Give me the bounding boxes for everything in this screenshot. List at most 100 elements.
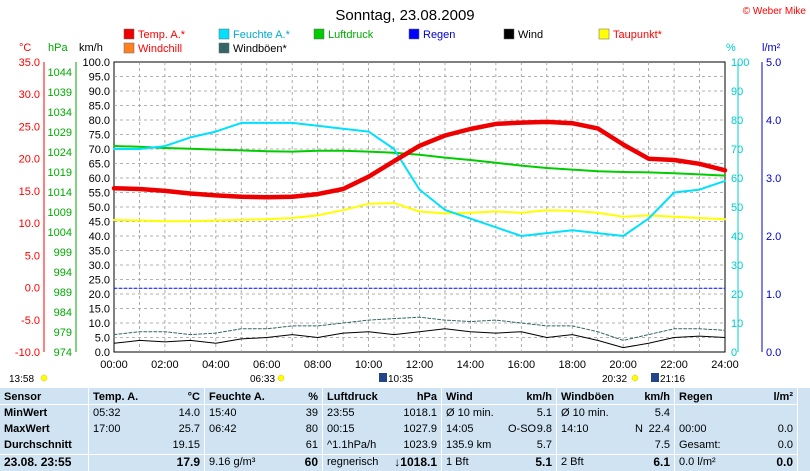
legend-label: Taupunkt*: [613, 29, 663, 41]
sunrise-time: 06:33: [250, 374, 275, 385]
gust-header: Windböen: [561, 391, 615, 403]
moonset-time: 21:16: [660, 374, 685, 385]
pressure-tick-label: 974: [54, 347, 72, 359]
temp-unit-label: °C: [19, 42, 31, 54]
wind-tick-label: 65.0: [89, 159, 110, 171]
gust-max-time: 14:10: [561, 423, 589, 435]
legend-swatch: [598, 28, 610, 40]
grid: [114, 62, 725, 352]
wind-tick-label: 35.0: [89, 246, 110, 258]
wind-tick-label: 15.0: [89, 304, 110, 316]
temp-current: 17.9: [176, 455, 200, 469]
x-tick-label: 10:00: [355, 359, 383, 371]
weather-chart: Sonntag, 23.08.2009 © Weber Mike Temp. A…: [9, 6, 806, 385]
legend-label: Wind: [518, 29, 543, 41]
rain-tick-label: 5.0: [766, 57, 781, 69]
temp-tick-label: 10.0: [19, 218, 40, 230]
pressure-tick-label: 1034: [48, 107, 72, 119]
temp-max: 25.7: [178, 423, 200, 435]
humidity-max: 80: [305, 423, 318, 435]
series-wind: [113, 328, 726, 349]
temp-tick-label: 5.0: [25, 250, 40, 262]
pressure-trend: ^1.1hPa/h: [327, 439, 377, 451]
rain-unit-label: l/m²: [762, 42, 781, 54]
pressure-unit: hPa: [416, 391, 437, 403]
moonrise-time: 10:35: [388, 374, 413, 385]
sensor-header: Sensor: [4, 391, 42, 403]
gust-max: 22.4: [648, 423, 670, 435]
legend-label: Regen: [423, 29, 455, 41]
pressure-tick-label: 1044: [48, 67, 72, 79]
rain-tick-label: 0.0: [766, 347, 781, 359]
legend-swatch: [408, 28, 420, 40]
pressure-tick-label: 1009: [48, 207, 72, 219]
humidity-tick-label: 50: [731, 202, 743, 214]
moonrise-icon: [379, 373, 387, 382]
pressure-tick-label: 1004: [48, 227, 72, 239]
temp-tick-label: 20.0: [19, 154, 40, 166]
x-tick-label: 22:00: [660, 359, 688, 371]
wind-tick-label: 55.0: [89, 188, 110, 200]
series-layer: [111, 119, 728, 349]
wind-header: Wind: [446, 391, 473, 403]
series-temp-a-: [111, 119, 728, 200]
x-tick-label: 18:00: [558, 359, 586, 371]
pressure-tick-label: 1019: [48, 167, 72, 179]
temp-min-time: 05:32: [93, 407, 121, 419]
rain-total-label: Gesamt:: [679, 439, 721, 451]
rain-today: 0.0 l/m²: [679, 456, 716, 468]
legend-swatch: [218, 28, 230, 40]
temp-tick-label: -10.0: [15, 347, 40, 359]
legend-label: Windchill: [138, 43, 182, 55]
rain-unit: l/m²: [773, 391, 793, 403]
legend-swatch: [313, 28, 325, 40]
statistics-panel: Sensor MinWert MaxWert Durchschnitt 23.0…: [0, 388, 810, 471]
humidity-unit: %: [308, 391, 318, 403]
wind-unit-label: km/h: [79, 42, 103, 54]
wind-tick-label: 60.0: [89, 173, 110, 185]
maxwert-label: MaxWert: [4, 423, 50, 435]
humidity-tick-label: 0: [731, 347, 737, 359]
pressure-current: ↓1018.1: [394, 455, 437, 469]
humidity-tick-label: 10: [731, 318, 743, 330]
minwert-label: MinWert: [4, 407, 48, 419]
sunset-icon: [631, 374, 639, 382]
pressure-forecast: regnerisch: [327, 456, 379, 468]
pressure-tick-label: 989: [54, 287, 72, 299]
rain-tick-label: 3.0: [766, 173, 781, 185]
x-tick-label: 12:00: [406, 359, 434, 371]
rain-current: 0.0: [776, 455, 793, 469]
pressure-tick-label: 1024: [48, 147, 72, 159]
legend-swatch: [123, 42, 135, 54]
wind-tick-label: 40.0: [89, 231, 110, 243]
x-tick-label: 16:00: [508, 359, 536, 371]
humidity-header: Feuchte A.: [209, 391, 265, 403]
temp-min: 14.0: [178, 407, 200, 419]
humidity-tick-label: 60: [731, 173, 743, 185]
legend-label: Feuchte A.*: [233, 29, 291, 41]
temp-tick-label: 15.0: [19, 186, 40, 198]
stats-sensor-col: Sensor MinWert MaxWert Durchschnitt 23.0…: [0, 388, 89, 471]
legend-swatch: [123, 28, 135, 40]
wind-max-time: 14:05: [446, 423, 474, 435]
rain-tick-label: 1.0: [766, 289, 781, 301]
gust-avg10: 5.4: [654, 407, 670, 419]
stats-gust-col: Windböen km/h Ø 10 min. 5.4 14:10 N 22.4 7.5…: [557, 388, 675, 471]
humidity-tick-label: 90: [731, 86, 743, 98]
humidity-tick-label: 20: [731, 289, 743, 301]
pressure-unit-label: hPa: [48, 42, 68, 54]
wind-tick-label: 10.0: [89, 318, 110, 330]
wind-tick-label: 5.0: [95, 333, 110, 345]
wind-tick-label: 80.0: [89, 115, 110, 127]
wind-avg: 5.7: [536, 439, 552, 451]
legend-label: Luftdruck: [328, 29, 374, 41]
rain-total: 0.0: [777, 439, 793, 451]
legend-swatch: [218, 42, 230, 54]
x-tick-label: 04:00: [202, 359, 230, 371]
x-tick-label: 06:00: [253, 359, 281, 371]
legend-label: Windböen*: [233, 43, 288, 55]
current-datetime: 23.08. 23:55: [4, 455, 72, 469]
humidity-min-time: 15:40: [209, 407, 237, 419]
wind-max-dir: O-SO: [508, 423, 537, 435]
rain-max-time: 00:00: [679, 423, 707, 435]
